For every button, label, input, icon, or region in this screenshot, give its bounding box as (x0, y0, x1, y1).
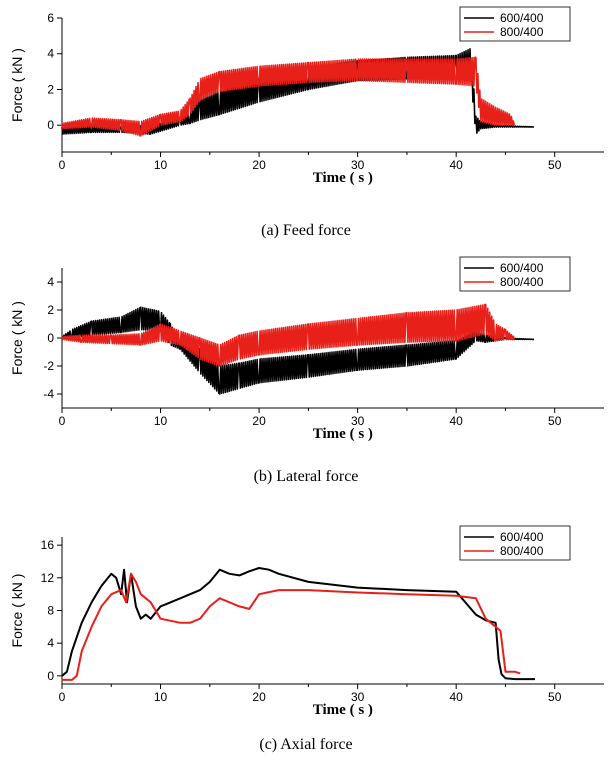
y-axis-label: Force ( kN ) (9, 301, 25, 375)
series-line-800-400 (61, 56, 516, 137)
x-tick-label: 20 (252, 158, 266, 172)
x-tick-label: 20 (252, 690, 266, 704)
x-tick-label: 30 (351, 158, 365, 172)
series-line-800-400 (61, 303, 516, 367)
x-tick-label: 50 (548, 414, 562, 428)
x-tick-label: 0 (59, 158, 66, 172)
y-tick-label: 16 (41, 538, 55, 552)
y-tick-label: 12 (41, 571, 55, 585)
legend-label: 600/400 (500, 11, 544, 25)
x-tick-label: 20 (252, 414, 266, 428)
x-tick-label: 50 (548, 158, 562, 172)
y-tick-label: 6 (47, 11, 54, 25)
x-tick-label: 40 (450, 414, 464, 428)
y-tick-label: 0 (47, 118, 54, 132)
y-tick-label: 4 (47, 275, 54, 289)
figure-caption: (b) Lateral force (254, 468, 359, 485)
legend-box (459, 525, 571, 561)
y-axis-label: Force ( kN ) (9, 48, 25, 122)
x-axis-label: Time ( s ) (313, 426, 373, 442)
x-axis-label: Time ( s ) (313, 170, 373, 186)
y-axis-label: Force ( kN ) (9, 574, 25, 648)
x-tick-label: 10 (154, 414, 168, 428)
legend-label: 600/400 (500, 530, 544, 544)
x-tick-label: 0 (59, 690, 66, 704)
series-line-800-400 (62, 572, 521, 681)
legend-label: 800/400 (500, 25, 544, 39)
y-tick-label: 2 (47, 303, 54, 317)
x-tick-label: 40 (450, 690, 464, 704)
y-tick-label: 0 (47, 331, 54, 345)
y-tick-label: 2 (47, 82, 54, 96)
x-tick-label: 10 (154, 158, 168, 172)
legend-box (459, 6, 571, 42)
y-tick-label: 4 (47, 636, 54, 650)
y-tick-label: 8 (47, 604, 54, 618)
legend-label: 800/400 (500, 544, 544, 558)
legend-box (459, 256, 571, 292)
x-axis-label: Time ( s ) (313, 702, 373, 718)
series-line-600-400 (61, 306, 535, 395)
figure-caption: (c) Axial force (259, 736, 352, 753)
x-tick-label: 30 (351, 690, 365, 704)
y-tick-label: -4 (43, 387, 54, 401)
x-tick-label: 0 (59, 414, 66, 428)
x-tick-label: 50 (548, 690, 562, 704)
legend-label: 800/400 (500, 275, 544, 289)
figure-caption: (a) Feed force (261, 222, 351, 239)
x-tick-label: 40 (450, 158, 464, 172)
series-line-600-400 (61, 567, 535, 681)
y-tick-label: 4 (47, 47, 54, 61)
y-tick-label: 0 (47, 669, 54, 683)
x-tick-label: 10 (154, 690, 168, 704)
y-tick-label: -2 (43, 359, 54, 373)
legend-label: 600/400 (500, 261, 544, 275)
x-tick-label: 30 (351, 414, 365, 428)
